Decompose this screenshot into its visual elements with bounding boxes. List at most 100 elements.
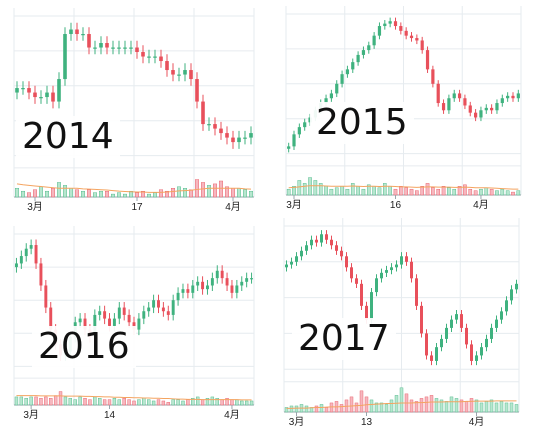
- candle-body: [105, 43, 109, 48]
- candle-body: [415, 38, 419, 41]
- x-tick-label: 4月: [224, 409, 240, 421]
- volume-bar: [366, 184, 371, 196]
- candle-body: [435, 347, 438, 361]
- candle-body: [127, 314, 131, 323]
- candle-body: [195, 79, 199, 102]
- candle-body: [75, 29, 79, 35]
- candle-body: [431, 69, 435, 84]
- candle-body: [495, 103, 499, 111]
- volume-bar: [242, 189, 247, 198]
- candle-body: [27, 88, 31, 93]
- candle-body: [465, 327, 468, 345]
- candle-body: [235, 285, 239, 293]
- candle-body: [78, 318, 82, 323]
- candle-body: [425, 333, 428, 356]
- volume-bar: [29, 396, 33, 406]
- volume-bar: [444, 401, 449, 413]
- volume-bar: [441, 186, 446, 196]
- volume-bar: [454, 398, 459, 413]
- candle-body: [189, 70, 193, 80]
- candle-body: [441, 103, 446, 111]
- volume-bar: [140, 190, 145, 198]
- volume-bar: [57, 182, 62, 198]
- candle-body: [393, 21, 398, 27]
- candle-body: [463, 98, 467, 106]
- volume-bar: [151, 400, 156, 406]
- candle-body: [157, 300, 160, 308]
- volume-bar: [39, 398, 43, 406]
- volume-bar: [286, 188, 291, 196]
- candle-body: [39, 97, 43, 99]
- candle-body: [405, 256, 408, 262]
- candle-body: [385, 270, 388, 273]
- volume-bar: [304, 405, 309, 413]
- candle-body: [249, 133, 253, 138]
- volume-bar: [505, 190, 510, 196]
- candle-body: [447, 98, 451, 111]
- volume-bar: [359, 390, 364, 413]
- volume-bar: [494, 402, 499, 413]
- volume-bar: [134, 192, 139, 198]
- volume-ma-line: [288, 185, 519, 190]
- volume-bar: [98, 190, 103, 198]
- candle-body: [360, 283, 363, 306]
- volume-bar: [319, 404, 324, 413]
- volume-bar: [161, 400, 166, 406]
- volume-bar: [20, 190, 25, 198]
- volume-bar: [429, 395, 434, 413]
- volume-bar: [504, 402, 509, 413]
- candle-body: [166, 311, 170, 315]
- candle-body: [108, 318, 111, 326]
- candle-body: [171, 300, 175, 315]
- candle-body: [377, 26, 382, 36]
- volume-bar: [117, 399, 121, 406]
- volume-bar: [484, 401, 489, 413]
- volume-bar: [469, 398, 474, 413]
- candle-body: [181, 289, 185, 293]
- volume-bar: [14, 188, 19, 198]
- volume-bar: [404, 187, 408, 196]
- candle-body: [365, 305, 368, 320]
- candle-body: [315, 239, 318, 243]
- candle-body: [161, 307, 165, 312]
- volume-bar: [176, 186, 181, 198]
- candle-body: [404, 30, 408, 36]
- candle-body: [505, 300, 508, 312]
- volume-bar: [509, 402, 514, 413]
- volume-bar: [170, 188, 175, 198]
- volume-bar: [225, 398, 229, 406]
- candle-body: [380, 272, 383, 279]
- candle-body: [129, 47, 133, 49]
- volume-bar: [372, 186, 376, 196]
- candle-body: [33, 92, 37, 98]
- x-tick-label: 4月: [473, 199, 489, 211]
- candle-body: [325, 234, 328, 240]
- candle-body: [399, 26, 403, 31]
- candle-body: [19, 256, 23, 264]
- candle-body: [400, 256, 403, 265]
- volume-bar: [152, 192, 157, 198]
- candle-body: [176, 292, 180, 301]
- volume-bar: [132, 400, 136, 406]
- year-label-2015: 2015: [310, 102, 414, 144]
- volume-bar: [425, 183, 430, 196]
- volume-bar: [19, 396, 24, 406]
- volume-ma-line: [16, 183, 252, 193]
- candle-body: [237, 137, 241, 143]
- volume-bar: [164, 190, 169, 198]
- candle-body: [290, 261, 293, 265]
- candle-body: [240, 281, 244, 286]
- volume-bar: [200, 399, 205, 406]
- candle-body: [320, 234, 323, 243]
- candle-body: [335, 245, 338, 251]
- candle-body: [103, 311, 107, 319]
- candle-body: [98, 311, 102, 315]
- candle-body: [99, 43, 103, 48]
- volume-bar: [468, 188, 473, 196]
- volume-bar: [393, 188, 398, 196]
- candle-body: [245, 278, 249, 282]
- candle-body: [210, 278, 214, 286]
- volume-bar: [147, 399, 151, 406]
- volume-bar: [350, 183, 355, 196]
- candle-body: [132, 322, 136, 330]
